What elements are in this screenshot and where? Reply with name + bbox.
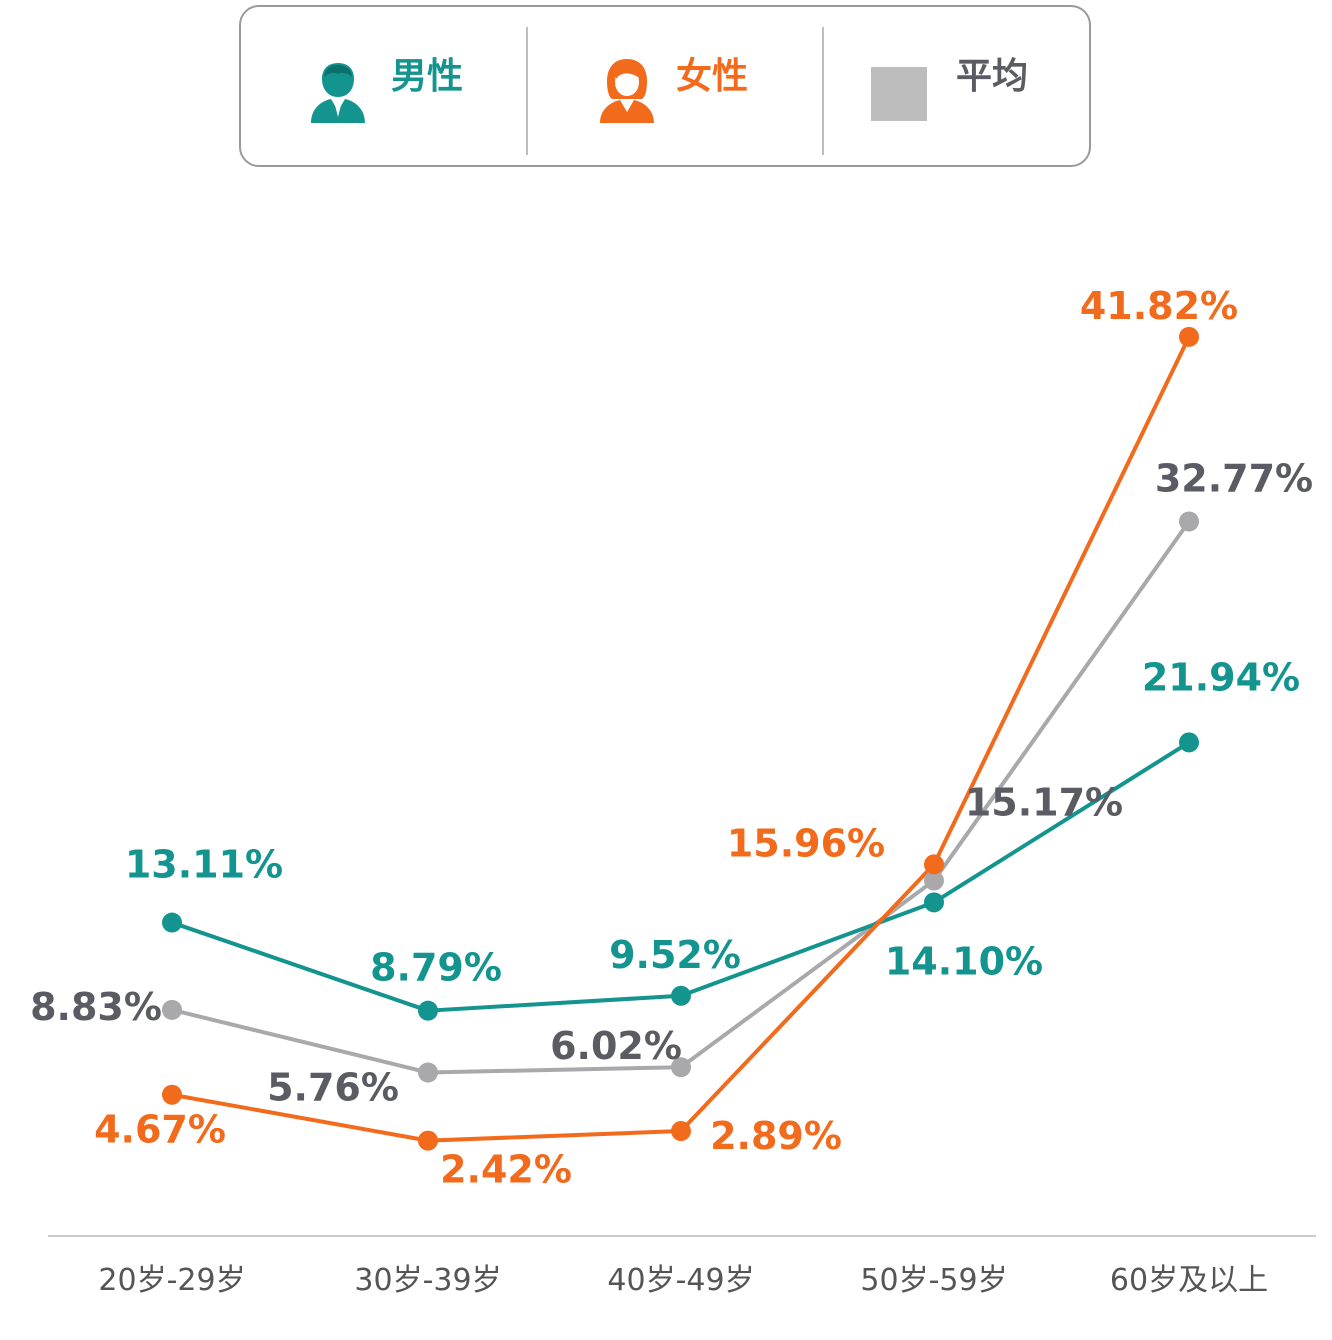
legend-male-label: 男性 xyxy=(391,56,464,97)
data-point-male xyxy=(162,912,182,933)
data-point-male xyxy=(418,1000,438,1021)
data-point-female xyxy=(162,1084,182,1105)
x-tick-label: 40岁-49岁 xyxy=(607,1263,754,1298)
data-label-male: 13.11% xyxy=(125,843,283,887)
female-person-icon xyxy=(600,59,654,123)
x-tick-label: 50岁-59岁 xyxy=(860,1263,1007,1298)
legend-average-label: 平均 xyxy=(956,56,1029,97)
data-label-male: 8.79% xyxy=(370,946,502,990)
legend: 男性 女性 平均 xyxy=(239,5,1091,167)
data-point-female xyxy=(418,1130,438,1151)
legend-female-label: 女性 xyxy=(676,56,749,97)
data-point-female xyxy=(1179,326,1199,347)
data-point-male xyxy=(1179,732,1199,753)
data-point-average xyxy=(924,870,944,891)
data-point-male xyxy=(924,892,944,913)
legend-divider xyxy=(822,27,824,155)
data-point-average xyxy=(1179,511,1199,532)
data-point-female xyxy=(671,1121,691,1142)
x-tick-label: 30岁-39岁 xyxy=(354,1263,501,1298)
data-label-male: 14.10% xyxy=(885,939,1043,983)
data-label-average: 8.83% xyxy=(30,985,162,1029)
data-label-female: 2.42% xyxy=(440,1148,572,1192)
data-point-average xyxy=(671,1057,691,1078)
data-point-male xyxy=(671,985,691,1006)
x-tick-label: 20岁-29岁 xyxy=(98,1263,245,1298)
x-tick-label: 60岁及以上 xyxy=(1110,1263,1268,1298)
data-label-male: 21.94% xyxy=(1142,655,1300,699)
data-label-male: 9.52% xyxy=(609,933,741,977)
data-label-average: 6.02% xyxy=(550,1024,682,1068)
data-point-average xyxy=(418,1062,438,1083)
data-label-female: 4.67% xyxy=(94,1108,226,1152)
data-point-average xyxy=(162,999,182,1020)
legend-divider xyxy=(526,27,528,155)
data-label-average: 32.77% xyxy=(1155,456,1313,500)
data-label-average: 5.76% xyxy=(267,1065,399,1109)
data-label-female: 2.89% xyxy=(710,1114,842,1158)
data-label-female: 41.82% xyxy=(1080,284,1238,328)
data-point-female xyxy=(924,854,944,875)
male-person-icon xyxy=(311,63,365,123)
legend-average-swatch xyxy=(871,67,927,121)
data-label-average: 15.17% xyxy=(965,781,1123,825)
data-label-female: 15.96% xyxy=(727,821,885,865)
